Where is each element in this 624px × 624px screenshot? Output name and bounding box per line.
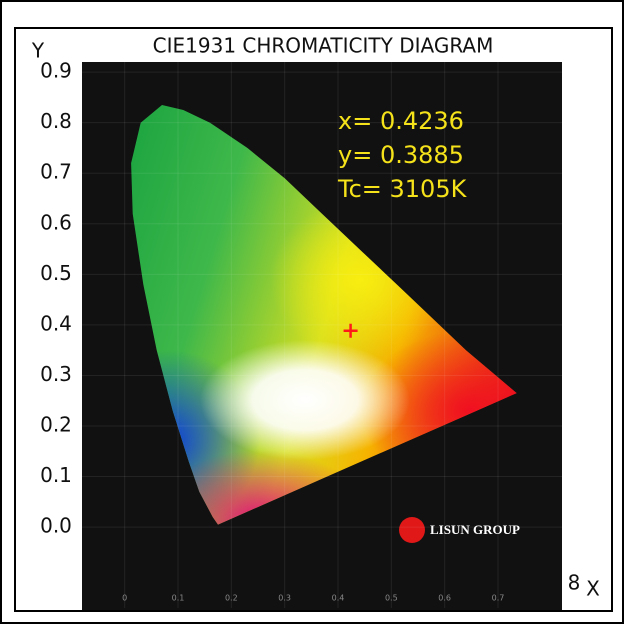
y-axis-label: Y	[31, 39, 45, 63]
logo: LISUN GROUP	[399, 517, 520, 543]
point-marker	[343, 323, 358, 338]
corner-mark: 8	[568, 571, 581, 595]
annotation: Tc= 3105K	[337, 175, 468, 203]
logo-icon	[399, 517, 425, 543]
x-tick-label: 0.5	[385, 594, 398, 603]
x-tick-label: 0.2	[225, 594, 238, 603]
x-tick-label: 0.4	[332, 594, 345, 603]
y-tick-label: 0.7	[40, 160, 72, 184]
frame	[14, 27, 613, 612]
x-tick-label: 0.1	[172, 594, 185, 603]
y-tick-label: 0.8	[40, 109, 72, 133]
logo-text: LISUN GROUP	[430, 522, 520, 537]
y-tick-label: 0.3	[40, 362, 72, 386]
x-tick-label: 0	[122, 594, 127, 603]
y-tick-label: 0.2	[40, 413, 72, 437]
x-tick-label: 0.3	[278, 594, 291, 603]
y-tick-label: 0.4	[40, 311, 72, 335]
y-tick-label: 0.1	[40, 463, 72, 487]
chart-title: CIE1931 CHROMATICITY DIAGRAM	[153, 34, 494, 58]
y-tick-label: 0.9	[40, 59, 72, 83]
x-tick-label: 0.6	[438, 594, 451, 603]
annotation: x= 0.4236	[338, 107, 464, 135]
annotation: y= 0.3885	[338, 141, 464, 169]
y-tick-label: 0.0	[40, 514, 72, 538]
x-axis-label: X	[586, 577, 600, 601]
y-tick-label: 0.5	[40, 261, 72, 285]
y-tick-label: 0.6	[40, 210, 72, 234]
x-tick-label: 0.7	[492, 594, 505, 603]
